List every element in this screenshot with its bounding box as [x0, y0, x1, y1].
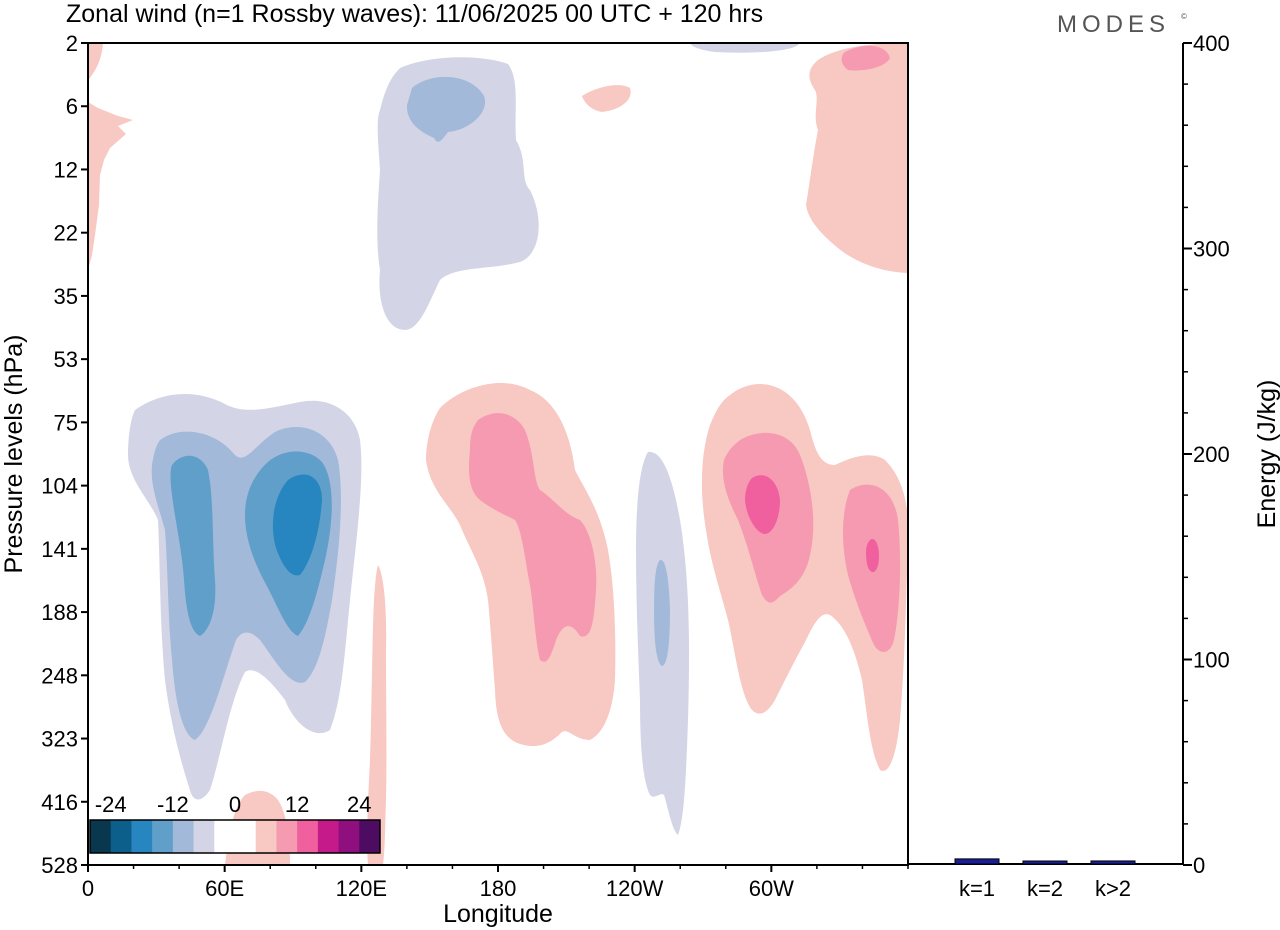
colorbar-swatch [359, 820, 381, 853]
contour-negative-trop-core [272, 474, 322, 576]
energy-bar [1090, 860, 1136, 865]
chart-title: Zonal wind (n=1 Rossby waves): 11/06/202… [66, 0, 763, 28]
colorbar-frame [89, 819, 381, 854]
y-tick-label: 6 [66, 94, 78, 119]
contour-positive-strip-120e [367, 565, 387, 865]
x-tick-label: 0 [82, 876, 94, 901]
contour-positive-upper-right [806, 43, 908, 273]
y-tick-label: 104 [41, 474, 78, 499]
energy-bar [954, 858, 1000, 865]
x-tick-label: 60E [205, 876, 244, 901]
y-tick-label: 75 [54, 410, 78, 435]
energy-tick-label: 100 [1193, 648, 1230, 673]
y-tick-label: 35 [54, 284, 78, 309]
colorbar-swatch [338, 820, 360, 853]
y-tick-label: 2 [66, 31, 78, 56]
x-tick-label: 60W [749, 876, 794, 901]
contour-panel: -24 -12 0 12 24 [87, 42, 909, 866]
colorbar-label: 24 [347, 792, 371, 817]
colorbar-label: 0 [229, 792, 241, 817]
y-tick-label: 323 [41, 727, 78, 752]
colorbar-swatch [297, 820, 319, 853]
colorbar-label: -24 [95, 792, 127, 817]
y-tick-label: 248 [41, 663, 78, 688]
x-axis-longitude: 0 60E 120E 180 120W 60W [82, 865, 909, 901]
y-tick-label: 528 [41, 853, 78, 878]
colorbar-swatch [131, 820, 153, 853]
contour-positive-trop-b-core2 [866, 539, 879, 573]
energy-category-label: k>2 [1095, 876, 1131, 901]
contour-positive-left-edge [88, 43, 103, 80]
y-axis-label: Pressure levels (hPa) [0, 335, 28, 574]
y-axis-pressure: 2 6 12 22 35 53 75 104 141 188 248 323 416 528 [41, 31, 88, 878]
x-tick-label: 120E [336, 876, 387, 901]
x-axis-label: Longitude [443, 900, 553, 928]
contour-negative-upper-core [406, 76, 486, 142]
wind-contours [88, 43, 908, 865]
contour-negative-trop-3 [170, 455, 216, 636]
y-tick-label: 188 [41, 600, 78, 625]
y-tick-label: 22 [54, 221, 78, 246]
contour-positive-upper-right-core [841, 45, 890, 71]
energy-panel: 0 100 200 300 400 k=1 k=2 k>2 Energy (J/kg) [908, 31, 1280, 901]
colorbar-swatch [90, 820, 112, 853]
colorbar-label: -12 [157, 792, 189, 817]
colorbar-label: 12 [285, 792, 309, 817]
colorbar-swatch [193, 820, 215, 853]
contour-positive-trop-a-2 [469, 413, 597, 662]
energy-tick-label: 300 [1193, 237, 1230, 262]
energy-bars: k=1 k=2 k>2 [954, 858, 1136, 901]
x-tick-label: 180 [480, 876, 517, 901]
energy-axis-label: Energy (J/kg) [1253, 380, 1280, 529]
colorbar-swatch [317, 820, 340, 853]
energy-bar [1022, 860, 1068, 865]
energy-tick-label: 200 [1193, 442, 1230, 467]
brand-logo: MODES [1057, 11, 1170, 38]
colorbar-swatch [235, 820, 257, 853]
contour-positive-upper-blob [582, 85, 631, 112]
contour-positive-trop-b-core1 [745, 475, 780, 535]
colorbar-swatch [172, 820, 195, 853]
contour-negative-top-center [690, 43, 800, 53]
y-tick-label: 53 [54, 347, 78, 372]
brand-mark: © [1181, 12, 1187, 21]
contour-positive-left-strip [88, 102, 133, 270]
energy-y-axis: 0 100 200 300 400 [1183, 31, 1230, 878]
energy-category-label: k=1 [959, 876, 995, 901]
colorbar: -24 -12 0 12 24 [89, 792, 381, 854]
contour-negative-trop-b-core [654, 559, 670, 666]
colorbar-swatch [110, 820, 132, 853]
colorbar-swatch [276, 820, 298, 853]
x-tick-label: 120W [606, 876, 664, 901]
colorbar-swatch [255, 820, 277, 853]
energy-tick-label: 400 [1193, 31, 1230, 56]
y-tick-label: 416 [41, 790, 78, 815]
energy-tick-label: 0 [1193, 853, 1205, 878]
y-tick-label: 12 [54, 157, 78, 182]
colorbar-swatch [152, 820, 174, 853]
energy-category-label: k=2 [1027, 876, 1063, 901]
y-tick-label: 141 [41, 537, 78, 562]
colorbar-swatch [214, 820, 236, 853]
